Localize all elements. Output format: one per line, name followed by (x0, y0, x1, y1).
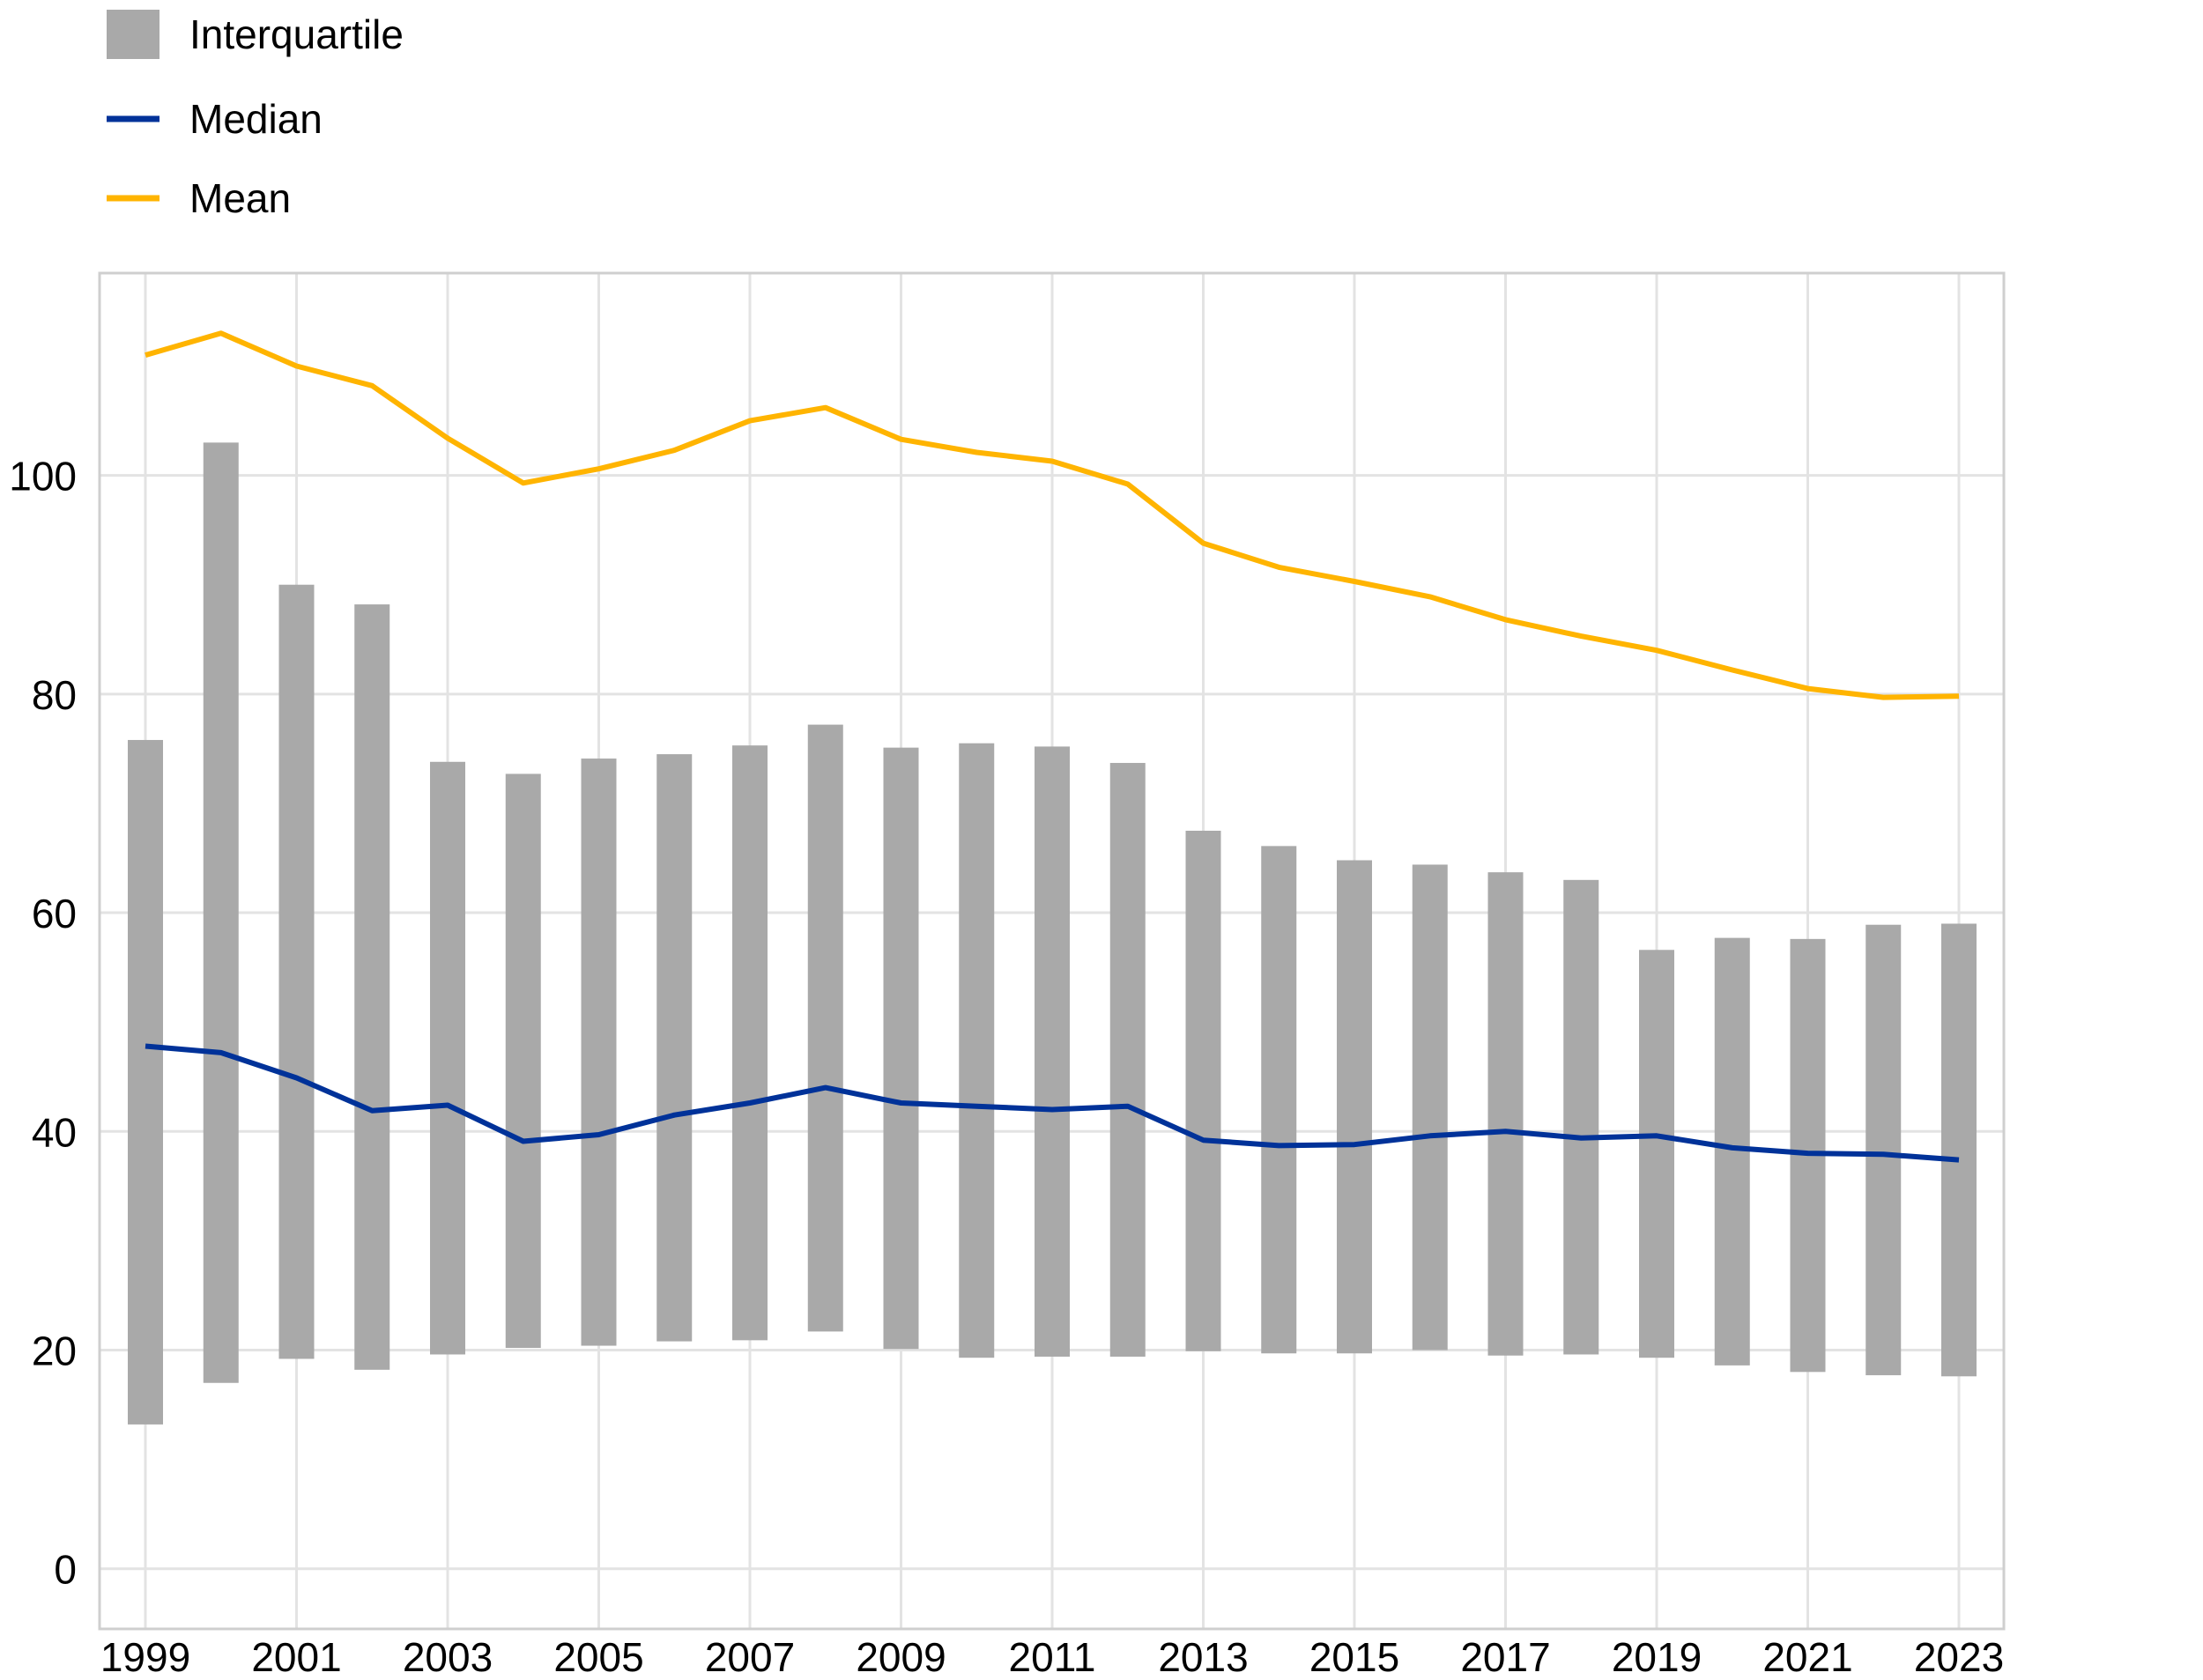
interquartile-bar-2002 (354, 604, 390, 1370)
x-tick-label: 2009 (856, 1634, 946, 1676)
x-tick-label: 2023 (1914, 1634, 2004, 1676)
interquartile-bar-2018 (1563, 879, 1599, 1355)
interquartile-bar-2013 (1185, 830, 1221, 1351)
y-tick-label: 20 (32, 1328, 77, 1374)
x-tick-label: 2001 (251, 1634, 341, 1676)
interquartile-bar-2023 (1941, 923, 1977, 1377)
interquartile-bar-2003 (430, 761, 465, 1355)
interquartile-bar-2015 (1337, 860, 1372, 1354)
x-tick-label: 2021 (1762, 1634, 1852, 1676)
interquartile-bar-2019 (1639, 950, 1674, 1358)
interquartile-bar-1999 (128, 739, 163, 1425)
interquartile-bars (128, 442, 1977, 1425)
interquartile-bar-2016 (1412, 864, 1448, 1351)
interquartile-bar-2009 (883, 747, 919, 1350)
legend: Interquartile Median Mean (107, 10, 404, 221)
interquartile-bar-2006 (656, 754, 693, 1342)
y-tick-label: 0 (54, 1547, 77, 1593)
x-tick-label: 2013 (1158, 1634, 1248, 1676)
plot-border (98, 271, 2006, 1631)
y-axis-ticks: 0 20 40 60 80 100 (9, 454, 77, 1593)
x-tick-label: 1999 (100, 1634, 190, 1676)
mean-line (145, 330, 1960, 700)
x-tick-label: 2015 (1309, 1634, 1399, 1676)
legend-label-mean: Mean (189, 175, 291, 221)
interquartile-bar-2005 (581, 759, 617, 1346)
y-tick-label: 60 (32, 891, 77, 936)
interquartile-bar-2007 (732, 745, 768, 1341)
y-tick-label: 100 (9, 454, 77, 500)
median-line (145, 1043, 1960, 1163)
x-tick-label: 2005 (553, 1634, 643, 1676)
interquartile-bar-2010 (959, 743, 995, 1358)
interquartile-bar-2012 (1109, 763, 1146, 1357)
legend-label-median: Median (189, 96, 323, 142)
interquartile-bar-2004 (505, 773, 541, 1349)
interquartile-bar-2008 (807, 724, 843, 1332)
interquartile-bar-2022 (1866, 924, 1902, 1376)
interquartile-bar-2011 (1035, 746, 1070, 1357)
interquartile-bar-2017 (1487, 872, 1524, 1356)
x-tick-label: 2003 (403, 1634, 493, 1676)
x-tick-label: 2011 (1009, 1634, 1096, 1676)
x-tick-label: 2007 (705, 1634, 795, 1676)
x-tick-label: 2017 (1460, 1634, 1550, 1676)
plot-frame (98, 271, 2006, 1631)
interquartile-bar-2014 (1261, 846, 1297, 1354)
interquartile-bar-2001 (278, 584, 315, 1359)
y-tick-label: 80 (32, 672, 77, 718)
y-tick-label: 40 (32, 1109, 77, 1155)
legend-label-interquartile: Interquartile (189, 11, 404, 57)
legend-swatch-interquartile (107, 10, 159, 59)
series-lines (145, 330, 1960, 1163)
interquartile-bar-2020 (1714, 937, 1750, 1365)
x-axis-ticks: 1999 2001 2003 2005 2007 2009 2011 2013 2015 2017… (100, 1634, 2004, 1680)
x-tick-label: 2019 (1612, 1634, 1702, 1676)
interquartile-bar-2000 (203, 442, 239, 1383)
